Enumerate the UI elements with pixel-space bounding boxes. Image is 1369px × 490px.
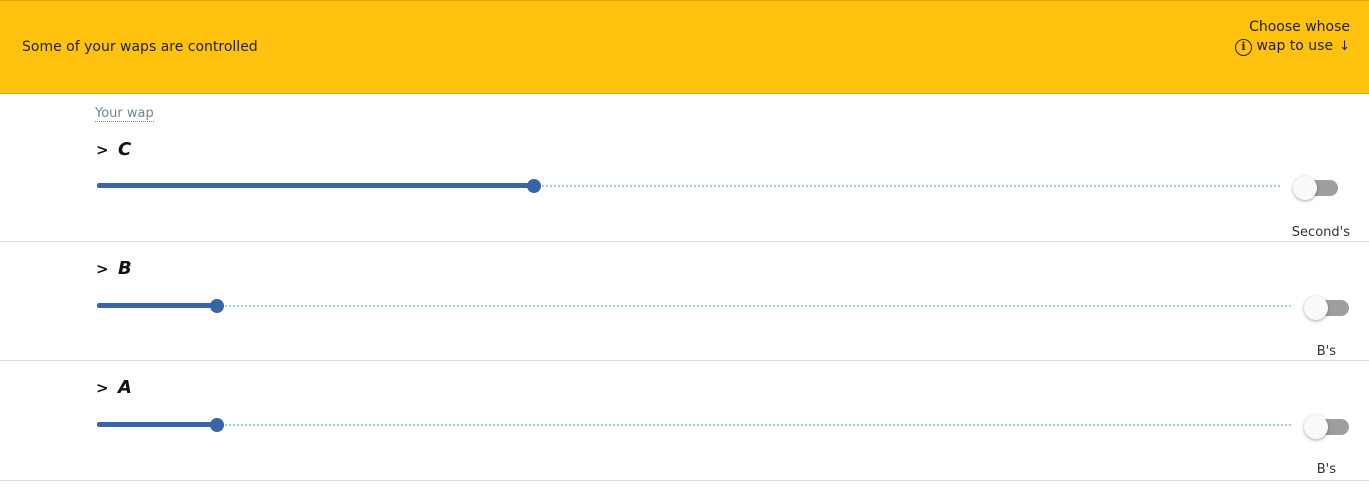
row-header[interactable]: > B	[96, 258, 132, 279]
chevron-right-icon[interactable]: >	[96, 259, 109, 278]
chevron-right-icon[interactable]: >	[96, 140, 109, 159]
banner-message: Some of your waps are controlled	[22, 39, 258, 55]
row-header[interactable]: > C	[96, 139, 131, 160]
controlled-banner: Some of your waps are controlled i Choos…	[0, 0, 1369, 94]
choose-wap-button[interactable]: Choose whose wap to use ↓	[1240, 18, 1350, 56]
wap-owner-label: B's	[1316, 344, 1336, 359]
row-label: A	[118, 377, 132, 398]
toggle-knob[interactable]	[1304, 296, 1328, 320]
section-title-your-wap[interactable]: Your wap	[95, 106, 154, 122]
row-label: C	[118, 139, 132, 160]
wap-row: > B B's	[0, 242, 1369, 361]
row-header[interactable]: > A	[96, 377, 132, 398]
wap-owner-label: Second's	[1291, 225, 1350, 240]
chevron-right-icon[interactable]: >	[96, 378, 109, 397]
slider-thumb[interactable]	[210, 299, 224, 313]
slider-thumb[interactable]	[527, 179, 541, 193]
info-icon[interactable]: i	[1235, 39, 1252, 56]
wap-owner-label: B's	[1316, 462, 1336, 477]
choose-wap-label: Choose whose wap to use	[1249, 19, 1350, 54]
toggle-knob[interactable]	[1304, 415, 1328, 439]
slider-track[interactable]	[97, 424, 1291, 429]
slider-fill	[97, 303, 217, 308]
slider-track[interactable]	[97, 305, 1291, 310]
row-label: B	[118, 258, 132, 279]
slider-thumb[interactable]	[210, 418, 224, 432]
arrow-down-icon: ↓	[1339, 39, 1350, 54]
wap-row: > C Second's	[0, 94, 1369, 242]
slider-fill	[97, 422, 217, 427]
slider-fill	[97, 183, 534, 188]
slider-track[interactable]	[97, 185, 1280, 190]
toggle-knob[interactable]	[1293, 176, 1317, 200]
wap-row: > A B's	[0, 361, 1369, 481]
